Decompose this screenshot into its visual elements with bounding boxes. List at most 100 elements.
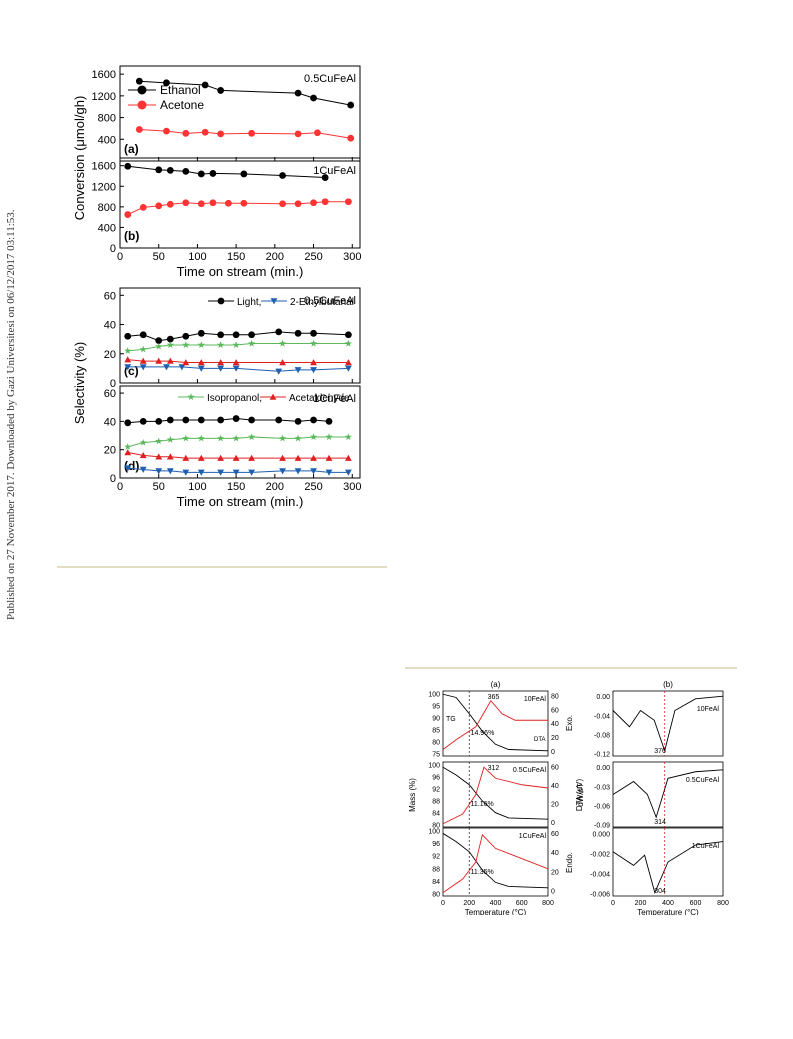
series-line (127, 452, 349, 459)
data-point (155, 337, 163, 345)
data-point (232, 341, 240, 348)
dta-tick-label: 40 (551, 721, 559, 728)
data-point (279, 172, 286, 179)
data-point (325, 417, 333, 425)
sample-label: 1CuFeAl (313, 165, 356, 177)
dwdt-tick-label: -0.006 (590, 891, 610, 898)
sample-label: 0.5CuFeAl (304, 295, 356, 307)
dta-peak-label: 365 (488, 694, 500, 701)
tg-curve (442, 693, 549, 752)
data-point (139, 345, 147, 353)
data-point (294, 417, 302, 425)
data-point (124, 364, 132, 371)
mass-tick-label: 80 (432, 822, 440, 829)
data-point (310, 454, 317, 461)
data-point (240, 170, 248, 178)
x-axis-label: Temperature (°C) (637, 908, 699, 915)
data-point (294, 454, 302, 461)
mass-loss-label: 11.35% (471, 869, 494, 876)
data-point (310, 433, 318, 440)
data-point (232, 454, 240, 461)
data-point (310, 339, 318, 347)
data-point (139, 438, 147, 446)
x-tick-label: 200 (266, 481, 284, 493)
data-point (178, 364, 186, 371)
data-point (279, 454, 286, 461)
mass-loss-label: 11.16% (471, 801, 494, 808)
data-point (248, 469, 256, 476)
data-point (344, 433, 352, 440)
y-tick-label: 0 (110, 378, 116, 390)
dwdt-tick-label: -0.002 (590, 851, 610, 858)
tg-tag: TG (446, 716, 456, 723)
dwdt-tick-label: -0.03 (594, 784, 610, 791)
data-point (166, 436, 174, 443)
y-axis-label-dwdt: dW/dT (576, 783, 585, 807)
data-point (248, 433, 256, 440)
y-tick-label: 1200 (92, 91, 116, 103)
data-point (166, 357, 174, 364)
x-tick-label: 100 (188, 481, 206, 493)
data-point (248, 331, 256, 339)
data-point (232, 434, 240, 442)
data-point (135, 77, 143, 85)
dtg-row-1CuFeAl: 0.000 -0.002 -0.004 -0.006 304 1CuFeAl (590, 827, 724, 898)
panel-frame (119, 157, 361, 249)
data-point (275, 416, 283, 424)
data-point (279, 434, 287, 442)
data-point (139, 466, 147, 473)
data-point (347, 101, 355, 109)
dta-tick-label: 60 (551, 831, 559, 838)
data-point (155, 453, 163, 460)
x-tick-label: 600 (516, 900, 528, 907)
dtg-curve (612, 841, 724, 894)
mass-tick-label: 75 (432, 751, 440, 758)
mass-tick-label: 96 (432, 841, 440, 848)
y-axis-label-conversion: Conversion (μmol/gh) (72, 96, 87, 221)
data-point (182, 341, 190, 348)
data-point (182, 129, 190, 137)
data-point (344, 469, 352, 476)
data-point (197, 329, 205, 337)
endo-label: Endo. (565, 852, 574, 873)
data-point (347, 134, 355, 142)
figure-divider-left (57, 566, 387, 568)
dwdt-min-label: 376 (654, 748, 666, 755)
x-tick-label: 0 (441, 900, 445, 907)
legend-label: Acetone (160, 98, 204, 112)
x-tick-label: 400 (662, 900, 674, 907)
data-point (124, 162, 132, 170)
sample-label: 0.5CuFeAl (513, 767, 547, 774)
dta-peak-label: 312 (488, 765, 500, 772)
x-axis-label: Time on stream (min.) (177, 264, 304, 279)
x-tick-label: 250 (304, 481, 322, 493)
y-tick-label: 0 (110, 243, 116, 255)
dtg-row-10FeAl: 0.00 -0.04 -0.08 -0.12 376 10FeAl (594, 690, 724, 758)
dta-curve (442, 833, 549, 893)
dwdt-tick-label: 0.00 (596, 765, 610, 772)
dwdt-tick-label: -0.12 (594, 751, 610, 758)
mass-tick-label: 96 (432, 775, 440, 782)
data-point (310, 94, 317, 102)
mass-tick-label: 88 (432, 798, 440, 805)
data-point (232, 359, 240, 366)
x-tick-label: 50 (153, 251, 165, 263)
data-point (139, 364, 147, 371)
data-point (135, 126, 143, 133)
x-tick-label: 300 (343, 481, 361, 493)
x-tick-label: 0 (117, 481, 123, 493)
legend-label: Ethanol (160, 83, 201, 97)
dtg-curve (612, 695, 724, 753)
mass-tick-label: 84 (432, 879, 440, 886)
data-point (248, 339, 256, 347)
panel-a: 400 800 1200 1600 (a) 0.5CuFeAl (92, 65, 361, 162)
legend-marker (137, 100, 147, 110)
data-point (321, 198, 329, 206)
data-point (124, 465, 132, 472)
x-tick-label: 200 (635, 900, 647, 907)
panel-label: (b) (124, 229, 139, 243)
data-point (197, 469, 205, 476)
x-tick-label: 800 (542, 900, 554, 907)
data-point (182, 469, 190, 476)
